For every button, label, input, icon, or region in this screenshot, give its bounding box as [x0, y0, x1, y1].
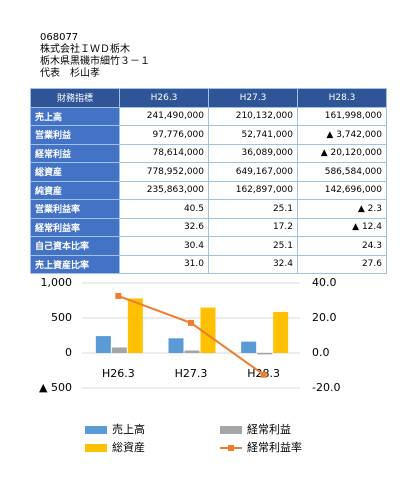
cell: 162,897,000 [208, 180, 298, 200]
header: 068077 株式会社ＩＷＤ栃木 栃木県黒磯市細竹３－１ 代表 杉山孝 [40, 32, 150, 80]
cell: ▲ 3,742,000 [297, 125, 387, 145]
row-label: 自己資本比率 [30, 236, 120, 256]
line-marker [115, 292, 122, 299]
line-marker [260, 371, 267, 378]
row-label: 総資産 [30, 162, 120, 182]
row-label: 売上高 [30, 106, 120, 126]
cell: 32.6 [119, 217, 209, 237]
y-tick-label: 500 [51, 311, 72, 324]
cell: 32.4 [208, 254, 298, 274]
cell: 78,614,000 [119, 143, 209, 163]
bar [200, 307, 216, 353]
cell: 235,863,000 [119, 180, 209, 200]
row-label: 純資産 [30, 180, 120, 200]
cell: 24.3 [297, 236, 387, 256]
cell: 40.5 [119, 199, 209, 219]
legend-marker [228, 445, 234, 451]
cell: 161,998,000 [297, 106, 387, 126]
cell: 210,132,000 [208, 106, 298, 126]
header-line: 株式会社ＩＷＤ栃木 [40, 44, 130, 55]
cell: 30.4 [119, 236, 209, 256]
cell: 241,490,000 [119, 106, 209, 126]
bar [168, 338, 184, 353]
bar [95, 336, 111, 353]
cell: 586,584,000 [297, 162, 387, 182]
row-label: 経常利益 [30, 143, 120, 163]
chart: ▲ 500 0 500 1,000 -20.0 0.0 20.0 40.0 H26.3 H27.3… [39, 276, 340, 454]
bar [257, 353, 273, 355]
header-line: 栃木県黒磯市細竹３－１ [40, 56, 150, 67]
cell: ▲ 2.3 [297, 199, 387, 219]
cell: 778,952,000 [119, 162, 209, 182]
legend-swatch [220, 426, 242, 434]
column-header: H28.3 [297, 88, 387, 108]
y2-tick-label: 40.0 [312, 276, 337, 289]
cell: 31.0 [119, 254, 209, 274]
column-header: H27.3 [208, 88, 298, 108]
column-header: H26.3 [119, 88, 209, 108]
financial-table: 財務指標 H26.3 H27.3 H28.3 売上高 241,490,000 210,132… [30, 88, 387, 274]
x-tick-label: H27.3 [175, 367, 208, 380]
cell: 25.1 [208, 236, 298, 256]
row-label: 売上資産比率 [30, 254, 120, 274]
x-tick-label: H26.3 [102, 367, 135, 380]
cell: 27.6 [297, 254, 387, 274]
bar [241, 341, 257, 353]
row-label: 経常利益率 [30, 217, 120, 237]
cell: 142,696,000 [297, 180, 387, 200]
legend-swatch [85, 444, 107, 452]
cell: 649,167,000 [208, 162, 298, 182]
column-header: 財務指標 [30, 88, 120, 108]
y2-tick-label: 20.0 [312, 311, 337, 324]
y-tick-label: ▲ 500 [39, 381, 72, 394]
legend-label: 経常利益率 [247, 440, 302, 454]
cell: 52,741,000 [208, 125, 298, 145]
bar [273, 311, 289, 353]
legend-label: 売上高 [112, 422, 145, 436]
y2-tick-label: -20.0 [312, 381, 340, 394]
cell: 97,776,000 [119, 125, 209, 145]
header-line: 代表 杉山孝 [40, 68, 100, 79]
header-line: 068077 [40, 32, 79, 43]
y-tick-label: 1,000 [41, 276, 73, 289]
cell: 25.1 [208, 199, 298, 219]
y2-tick-label: 0.0 [312, 346, 330, 359]
cell: ▲ 12.4 [297, 217, 387, 237]
cell: 17.2 [208, 217, 298, 237]
bar [184, 350, 200, 353]
bar [127, 298, 143, 353]
legend-label: 経常利益 [247, 422, 291, 436]
y-tick-label: 0 [65, 346, 72, 359]
line-marker [188, 319, 194, 326]
cell: 36,089,000 [208, 143, 298, 163]
legend-swatch [85, 426, 107, 434]
bar [111, 347, 127, 353]
row-label: 営業利益 [30, 125, 120, 145]
row-label: 営業利益率 [30, 199, 120, 219]
cell: ▲ 20,120,000 [297, 143, 387, 163]
legend-label: 総資産 [112, 440, 145, 454]
